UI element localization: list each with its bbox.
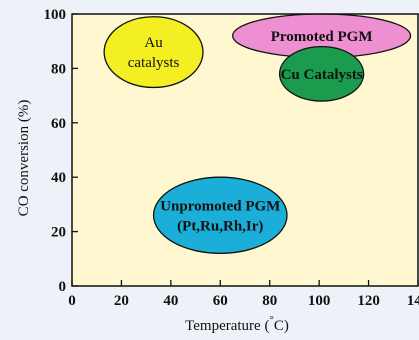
- region-au-catalysts: Au catalysts: [103, 16, 204, 89]
- region-ellipse: [103, 16, 204, 89]
- x-tick-label: 140: [407, 293, 419, 309]
- region-ellipse: [278, 45, 365, 102]
- region-label: Au: [144, 35, 163, 51]
- region-label: Unpromoted PGM: [160, 198, 280, 214]
- x-tick-label: 100: [308, 293, 331, 309]
- y-tick-label: 80: [51, 61, 66, 77]
- region-label: (Pt,Ru,Rh,Ir): [177, 218, 263, 234]
- y-tick-label: 40: [51, 170, 66, 186]
- region-label: catalysts: [128, 55, 180, 71]
- y-tick-label: 20: [51, 225, 66, 241]
- x-axis-label: Temperature (°C): [185, 314, 289, 334]
- x-tick-label: 80: [262, 293, 277, 309]
- plot-frame: [71, 13, 419, 287]
- region-unpromoted-pgm-pt-ru-rh-ir: Unpromoted PGM (Pt,Ru,Rh,Ir): [152, 176, 288, 255]
- y-tick-label: 60: [51, 116, 66, 132]
- x-tick-label: 20: [114, 293, 129, 309]
- region-label: Cu Catalysts: [281, 67, 363, 83]
- y-tick-label: 100: [44, 7, 67, 23]
- y-axis-label: CO conversion (%): [16, 100, 32, 217]
- y-tick-label: 0: [59, 279, 67, 295]
- x-tick-label: 120: [357, 293, 380, 309]
- region-ellipse: [152, 176, 288, 255]
- x-tick-label: 60: [213, 293, 228, 309]
- region-label: Promoted PGM: [271, 29, 373, 45]
- region-cu-catalysts: Cu Catalysts: [278, 45, 365, 102]
- x-tick-label: 40: [163, 293, 178, 309]
- x-tick-label: 0: [68, 293, 76, 309]
